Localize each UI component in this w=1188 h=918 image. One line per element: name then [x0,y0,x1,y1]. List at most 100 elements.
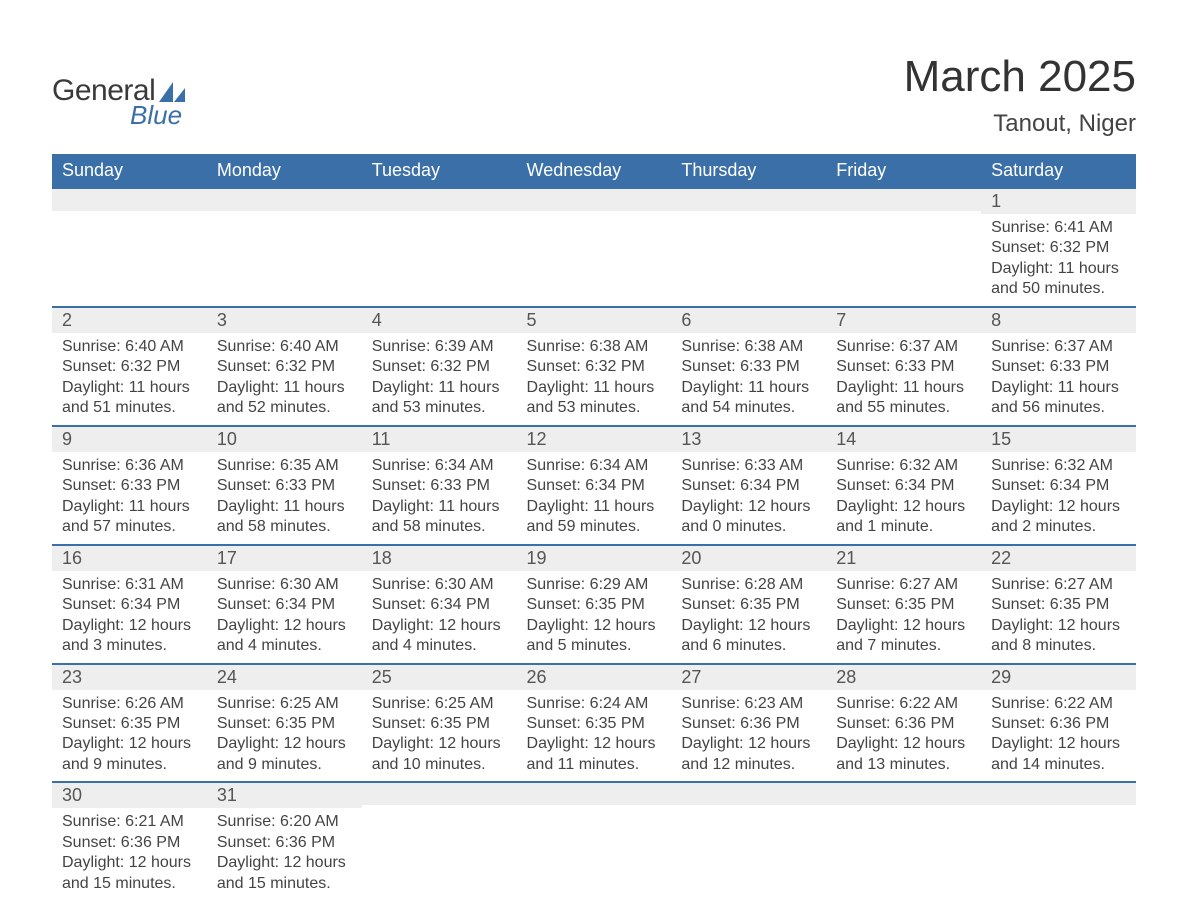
sunset-text: Sunset: 6:32 PM [62,357,197,377]
day-number-band [671,781,826,805]
day-body: Sunrise: 6:34 AMSunset: 6:34 PMDaylight:… [517,452,672,544]
day-body: Sunrise: 6:31 AMSunset: 6:34 PMDaylight:… [52,571,207,663]
day-number-band [52,187,207,211]
brand-logo: General Blue [52,40,185,131]
sunset-text: Sunset: 6:34 PM [62,595,197,615]
sunset-text: Sunset: 6:36 PM [991,714,1126,734]
day-cell: 16Sunrise: 6:31 AMSunset: 6:34 PMDayligh… [52,544,207,663]
day-body: Sunrise: 6:37 AMSunset: 6:33 PMDaylight:… [981,333,1136,425]
sunset-text: Sunset: 6:35 PM [62,714,197,734]
dayhead-mon: Monday [207,154,362,187]
week-row: 23Sunrise: 6:26 AMSunset: 6:35 PMDayligh… [52,663,1136,782]
daylight-text: Daylight: 12 hours and 13 minutes. [836,734,971,775]
day-number-band: 26 [517,663,672,690]
day-number-band: 30 [52,781,207,808]
daylight-text: Daylight: 12 hours and 10 minutes. [372,734,507,775]
day-cell: 11Sunrise: 6:34 AMSunset: 6:33 PMDayligh… [362,425,517,544]
sunrise-text: Sunrise: 6:22 AM [991,694,1126,714]
day-body: Sunrise: 6:23 AMSunset: 6:36 PMDaylight:… [671,690,826,782]
dayhead-sun: Sunday [52,154,207,187]
day-cell [517,781,672,900]
sunset-text: Sunset: 6:33 PM [991,357,1126,377]
title-block: March 2025 Tanout, Niger [904,40,1136,138]
day-number-band: 17 [207,544,362,571]
sunrise-text: Sunrise: 6:30 AM [217,575,352,595]
sunset-text: Sunset: 6:36 PM [681,714,816,734]
day-number-band: 19 [517,544,672,571]
dayhead-thu: Thursday [671,154,826,187]
daylight-text: Daylight: 11 hours and 59 minutes. [527,497,662,538]
day-body: Sunrise: 6:32 AMSunset: 6:34 PMDaylight:… [826,452,981,544]
calendar-body: 1Sunrise: 6:41 AMSunset: 6:32 PMDaylight… [52,187,1136,900]
sunset-text: Sunset: 6:34 PM [836,476,971,496]
day-cell [362,781,517,900]
daylight-text: Daylight: 12 hours and 7 minutes. [836,616,971,657]
daylight-text: Daylight: 11 hours and 54 minutes. [681,378,816,419]
day-cell [826,781,981,900]
week-row: 30Sunrise: 6:21 AMSunset: 6:36 PMDayligh… [52,781,1136,900]
day-body [362,805,517,815]
day-cell: 8Sunrise: 6:37 AMSunset: 6:33 PMDaylight… [981,306,1136,425]
logo-text-blue: Blue [130,100,185,131]
sunset-text: Sunset: 6:34 PM [991,476,1126,496]
daylight-text: Daylight: 12 hours and 0 minutes. [681,497,816,538]
day-body [826,211,981,221]
daylight-text: Daylight: 11 hours and 53 minutes. [372,378,507,419]
sunrise-text: Sunrise: 6:21 AM [62,812,197,832]
day-number-band: 9 [52,425,207,452]
day-number-band: 16 [52,544,207,571]
daylight-text: Daylight: 12 hours and 14 minutes. [991,734,1126,775]
sunrise-text: Sunrise: 6:32 AM [991,456,1126,476]
sunrise-text: Sunrise: 6:30 AM [372,575,507,595]
day-number-band: 12 [517,425,672,452]
sunrise-text: Sunrise: 6:28 AM [681,575,816,595]
sunrise-text: Sunrise: 6:38 AM [681,337,816,357]
sunrise-text: Sunrise: 6:41 AM [991,218,1126,238]
day-number-band: 28 [826,663,981,690]
sunset-text: Sunset: 6:33 PM [681,357,816,377]
day-body: Sunrise: 6:40 AMSunset: 6:32 PMDaylight:… [207,333,362,425]
day-cell [981,781,1136,900]
day-body: Sunrise: 6:27 AMSunset: 6:35 PMDaylight:… [826,571,981,663]
day-cell: 4Sunrise: 6:39 AMSunset: 6:32 PMDaylight… [362,306,517,425]
day-number-band: 29 [981,663,1136,690]
day-number-band: 15 [981,425,1136,452]
day-number-band: 14 [826,425,981,452]
day-body [671,211,826,221]
day-cell: 5Sunrise: 6:38 AMSunset: 6:32 PMDaylight… [517,306,672,425]
sunrise-text: Sunrise: 6:38 AM [527,337,662,357]
day-cell: 6Sunrise: 6:38 AMSunset: 6:33 PMDaylight… [671,306,826,425]
day-body [207,211,362,221]
daylight-text: Daylight: 11 hours and 58 minutes. [217,497,352,538]
day-cell: 14Sunrise: 6:32 AMSunset: 6:34 PMDayligh… [826,425,981,544]
daylight-text: Daylight: 12 hours and 15 minutes. [217,853,352,894]
daylight-text: Daylight: 12 hours and 6 minutes. [681,616,816,657]
sunrise-text: Sunrise: 6:22 AM [836,694,971,714]
page-title: March 2025 [904,52,1136,102]
day-number-band [362,187,517,211]
sunrise-text: Sunrise: 6:31 AM [62,575,197,595]
day-cell: 31Sunrise: 6:20 AMSunset: 6:36 PMDayligh… [207,781,362,900]
day-cell: 26Sunrise: 6:24 AMSunset: 6:35 PMDayligh… [517,663,672,782]
day-number-band [981,781,1136,805]
sunrise-text: Sunrise: 6:39 AM [372,337,507,357]
dayhead-tue: Tuesday [362,154,517,187]
sunset-text: Sunset: 6:34 PM [217,595,352,615]
daylight-text: Daylight: 12 hours and 4 minutes. [217,616,352,657]
day-body: Sunrise: 6:29 AMSunset: 6:35 PMDaylight:… [517,571,672,663]
daylight-text: Daylight: 12 hours and 2 minutes. [991,497,1126,538]
daylight-text: Daylight: 12 hours and 9 minutes. [62,734,197,775]
sunset-text: Sunset: 6:35 PM [836,595,971,615]
day-cell: 25Sunrise: 6:25 AMSunset: 6:35 PMDayligh… [362,663,517,782]
sunrise-text: Sunrise: 6:37 AM [991,337,1126,357]
day-cell: 24Sunrise: 6:25 AMSunset: 6:35 PMDayligh… [207,663,362,782]
sunrise-text: Sunrise: 6:37 AM [836,337,971,357]
day-body: Sunrise: 6:30 AMSunset: 6:34 PMDaylight:… [362,571,517,663]
week-row: 9Sunrise: 6:36 AMSunset: 6:33 PMDaylight… [52,425,1136,544]
day-cell: 1Sunrise: 6:41 AMSunset: 6:32 PMDaylight… [981,187,1136,306]
day-number-band: 7 [826,306,981,333]
day-body: Sunrise: 6:38 AMSunset: 6:33 PMDaylight:… [671,333,826,425]
sunrise-text: Sunrise: 6:27 AM [836,575,971,595]
day-cell [671,187,826,306]
daylight-text: Daylight: 12 hours and 3 minutes. [62,616,197,657]
